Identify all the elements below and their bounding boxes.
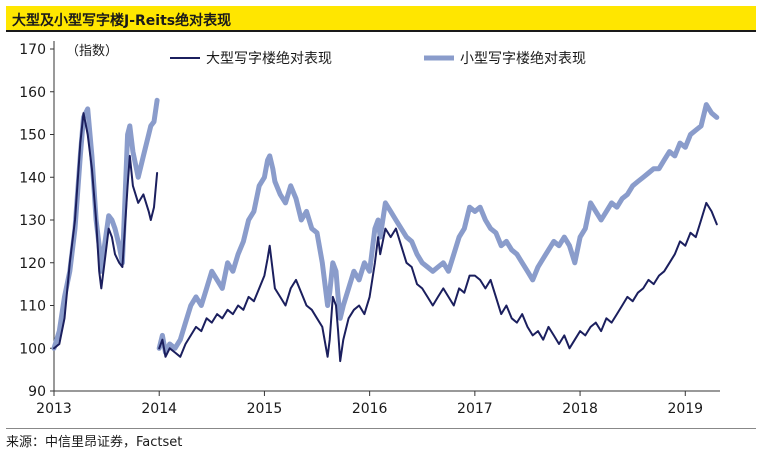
y-tick-label: 150 <box>19 128 46 144</box>
x-tick-label: 2019 <box>667 401 703 417</box>
y-tick-label: 140 <box>19 170 46 186</box>
x-tick-label: 2013 <box>36 401 72 417</box>
legend-label-large: 大型写字楼绝对表现 <box>206 51 332 67</box>
series-line-small <box>51 97 160 351</box>
y-tick-label: 130 <box>19 213 46 229</box>
y-tick-label: 170 <box>19 42 46 58</box>
series-line-large <box>53 112 159 350</box>
footer-divider <box>6 428 756 429</box>
series-line-small <box>156 102 720 355</box>
y-tick-label: 120 <box>19 256 46 272</box>
y-axis-label: （指数） <box>66 44 118 59</box>
page-title: 大型及小型写字楼J-Reits绝对表现 <box>12 13 232 29</box>
series-line-large <box>158 201 718 363</box>
x-tick-label: 2017 <box>457 401 493 417</box>
x-tick-label: 2015 <box>247 401 283 417</box>
x-tick-label: 2016 <box>352 401 388 417</box>
y-tick-label: 110 <box>19 299 46 315</box>
y-tick-label: 100 <box>19 341 46 357</box>
legend-label-small: 小型写字楼绝对表现 <box>460 51 586 67</box>
y-tick-label: 160 <box>19 85 46 101</box>
y-tick-label: 90 <box>28 384 46 400</box>
source-note: 来源：中信里昂证券，Factset <box>6 435 183 450</box>
x-tick-label: 2014 <box>141 401 177 417</box>
title-bar: 大型及小型写字楼J-Reits绝对表现 <box>6 6 756 32</box>
x-tick-label: 2018 <box>562 401 598 417</box>
